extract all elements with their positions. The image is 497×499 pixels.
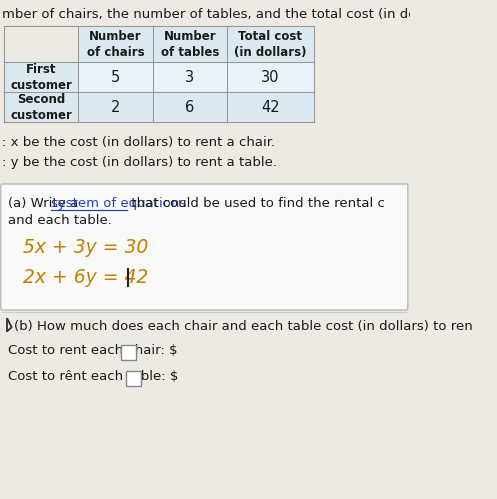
Text: 2: 2 — [111, 99, 120, 114]
Text: 3: 3 — [185, 69, 194, 84]
Bar — [4, 62, 79, 122]
Text: Second
customer: Second customer — [10, 92, 72, 121]
Text: Cost to rênt each table: $: Cost to rênt each table: $ — [8, 370, 178, 383]
Bar — [126, 371, 141, 386]
Text: First
customer: First customer — [10, 62, 72, 91]
Text: 5: 5 — [111, 69, 120, 84]
Text: 5x + 3y = 30: 5x + 3y = 30 — [23, 238, 149, 257]
Text: (a) Write a: (a) Write a — [8, 197, 83, 210]
Text: 42: 42 — [261, 99, 280, 114]
Bar — [79, 26, 314, 62]
Bar — [4, 92, 314, 122]
Text: and each table.: and each table. — [8, 214, 112, 227]
Text: Number
of chairs: Number of chairs — [87, 29, 144, 58]
Text: 6: 6 — [185, 99, 194, 114]
FancyBboxPatch shape — [1, 184, 408, 310]
Text: : x be the cost (in dollars) to rent a chair.: : x be the cost (in dollars) to rent a c… — [2, 136, 276, 149]
Text: : y be the cost (in dollars) to rent a table.: : y be the cost (in dollars) to rent a t… — [2, 156, 277, 169]
Text: Number
of tables: Number of tables — [161, 29, 219, 58]
Text: 30: 30 — [261, 69, 280, 84]
Text: Total cost
(in dollars): Total cost (in dollars) — [234, 29, 307, 58]
Bar — [121, 345, 136, 360]
Text: mber of chairs, the number of tables, and the total cost (in dollars) for th: mber of chairs, the number of tables, an… — [1, 8, 490, 21]
Bar — [4, 62, 314, 92]
Text: system of equations: system of equations — [51, 197, 186, 210]
Text: (b) How much does each chair and each table cost (in dollars) to ren: (b) How much does each chair and each ta… — [14, 320, 473, 333]
Text: 2x + 6y = 42: 2x + 6y = 42 — [23, 268, 149, 287]
Text: that could be used to find the rental c: that could be used to find the rental c — [127, 197, 385, 210]
Text: Cost to rent each chair: $: Cost to rent each chair: $ — [8, 344, 178, 357]
